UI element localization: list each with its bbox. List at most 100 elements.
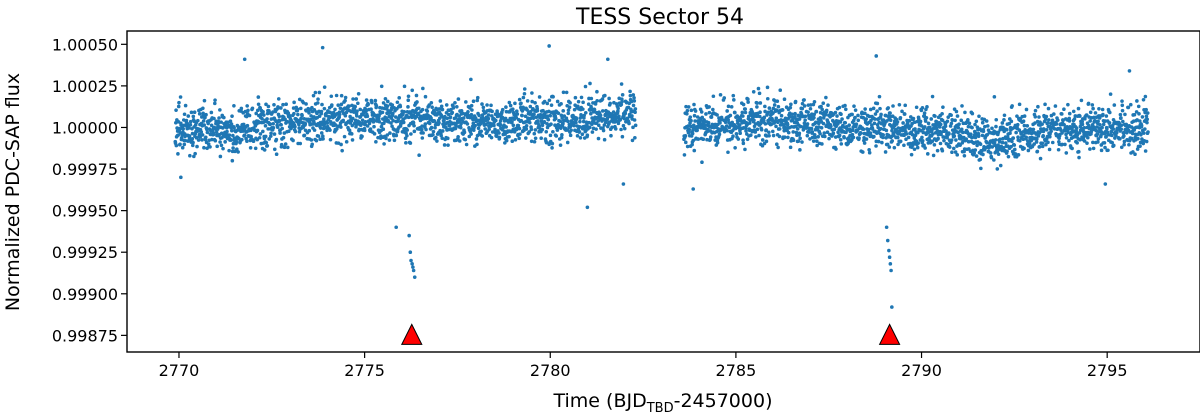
- data-point: [596, 119, 601, 123]
- data-point: [803, 118, 807, 122]
- data-point: [279, 142, 284, 147]
- data-point: [376, 116, 381, 121]
- data-point: [1045, 121, 1050, 125]
- data-point: [408, 250, 413, 255]
- data-point: [466, 109, 470, 114]
- data-point: [973, 122, 977, 127]
- data-point: [685, 108, 690, 113]
- data-point: [309, 138, 314, 142]
- data-point: [589, 111, 593, 116]
- data-point: [942, 138, 946, 143]
- data-point: [181, 126, 186, 131]
- data-point: [1137, 119, 1142, 123]
- data-point: [866, 127, 871, 132]
- data-point: [816, 121, 821, 126]
- data-point: [992, 158, 996, 162]
- data-point: [746, 100, 750, 104]
- data-point: [1014, 130, 1018, 135]
- data-point: [420, 107, 425, 112]
- data-point: [439, 104, 444, 109]
- data-point: [315, 101, 320, 105]
- data-point: [174, 143, 179, 148]
- data-point: [874, 54, 879, 58]
- data-point: [1124, 122, 1129, 127]
- data-point: [821, 121, 826, 126]
- data-point: [764, 128, 768, 132]
- data-point: [245, 104, 249, 108]
- data-point: [838, 120, 843, 124]
- data-point: [862, 141, 867, 145]
- data-point: [395, 100, 400, 105]
- data-point: [271, 121, 275, 126]
- data-point: [316, 97, 320, 101]
- data-point: [1011, 136, 1016, 140]
- data-point: [1034, 140, 1039, 144]
- data-point: [819, 125, 824, 130]
- data-point: [595, 89, 599, 94]
- data-point: [540, 123, 545, 128]
- data-point: [1145, 120, 1149, 125]
- data-point: [822, 131, 827, 135]
- data-point: [1101, 122, 1106, 127]
- data-point: [689, 108, 694, 113]
- data-point: [307, 128, 312, 133]
- data-point: [633, 135, 637, 140]
- data-point: [178, 142, 182, 147]
- data-point: [837, 133, 842, 138]
- data-point: [958, 143, 962, 147]
- data-point: [276, 106, 281, 110]
- data-point: [343, 98, 347, 103]
- data-point: [973, 148, 978, 152]
- data-point: [767, 106, 772, 110]
- data-point: [800, 140, 804, 144]
- data-point: [231, 133, 235, 138]
- data-point: [1006, 154, 1011, 159]
- data-point: [213, 98, 217, 102]
- data-point: [517, 97, 522, 102]
- data-point: [515, 112, 520, 116]
- x-tick-label: 2780: [530, 361, 571, 380]
- data-point: [954, 109, 959, 114]
- data-point: [316, 134, 321, 138]
- data-point: [990, 126, 994, 131]
- data-point: [304, 102, 308, 106]
- data-point: [538, 115, 542, 120]
- data-point: [1119, 145, 1124, 150]
- data-point: [629, 99, 634, 103]
- data-point: [446, 143, 450, 147]
- data-point: [341, 118, 346, 123]
- y-axis-label: Normalized PDC-SAP flux: [2, 73, 24, 311]
- data-point: [1027, 142, 1032, 146]
- data-point: [322, 85, 327, 89]
- data-point: [1050, 118, 1055, 123]
- data-point: [360, 118, 365, 122]
- data-point: [481, 105, 486, 110]
- data-point: [619, 82, 624, 86]
- data-point: [1108, 92, 1113, 96]
- data-point: [325, 121, 330, 125]
- data-point: [1144, 139, 1149, 144]
- data-point: [398, 104, 403, 109]
- data-point: [975, 143, 979, 148]
- data-point: [1059, 128, 1063, 132]
- data-point: [561, 121, 565, 126]
- data-point: [847, 123, 852, 127]
- data-point: [329, 94, 334, 99]
- data-point: [1109, 130, 1114, 134]
- data-point: [1105, 126, 1109, 131]
- data-point: [564, 90, 569, 95]
- data-point: [336, 141, 341, 145]
- data-point: [782, 135, 787, 139]
- data-point: [379, 124, 384, 129]
- data-point: [547, 98, 552, 103]
- data-point: [522, 87, 527, 91]
- data-point: [585, 133, 590, 137]
- data-point: [812, 132, 817, 137]
- data-point: [600, 97, 605, 101]
- data-point: [963, 110, 967, 115]
- data-point: [1002, 118, 1006, 122]
- data-point: [920, 138, 925, 143]
- data-point: [1078, 114, 1082, 118]
- data-point: [542, 119, 547, 124]
- data-point: [351, 97, 355, 101]
